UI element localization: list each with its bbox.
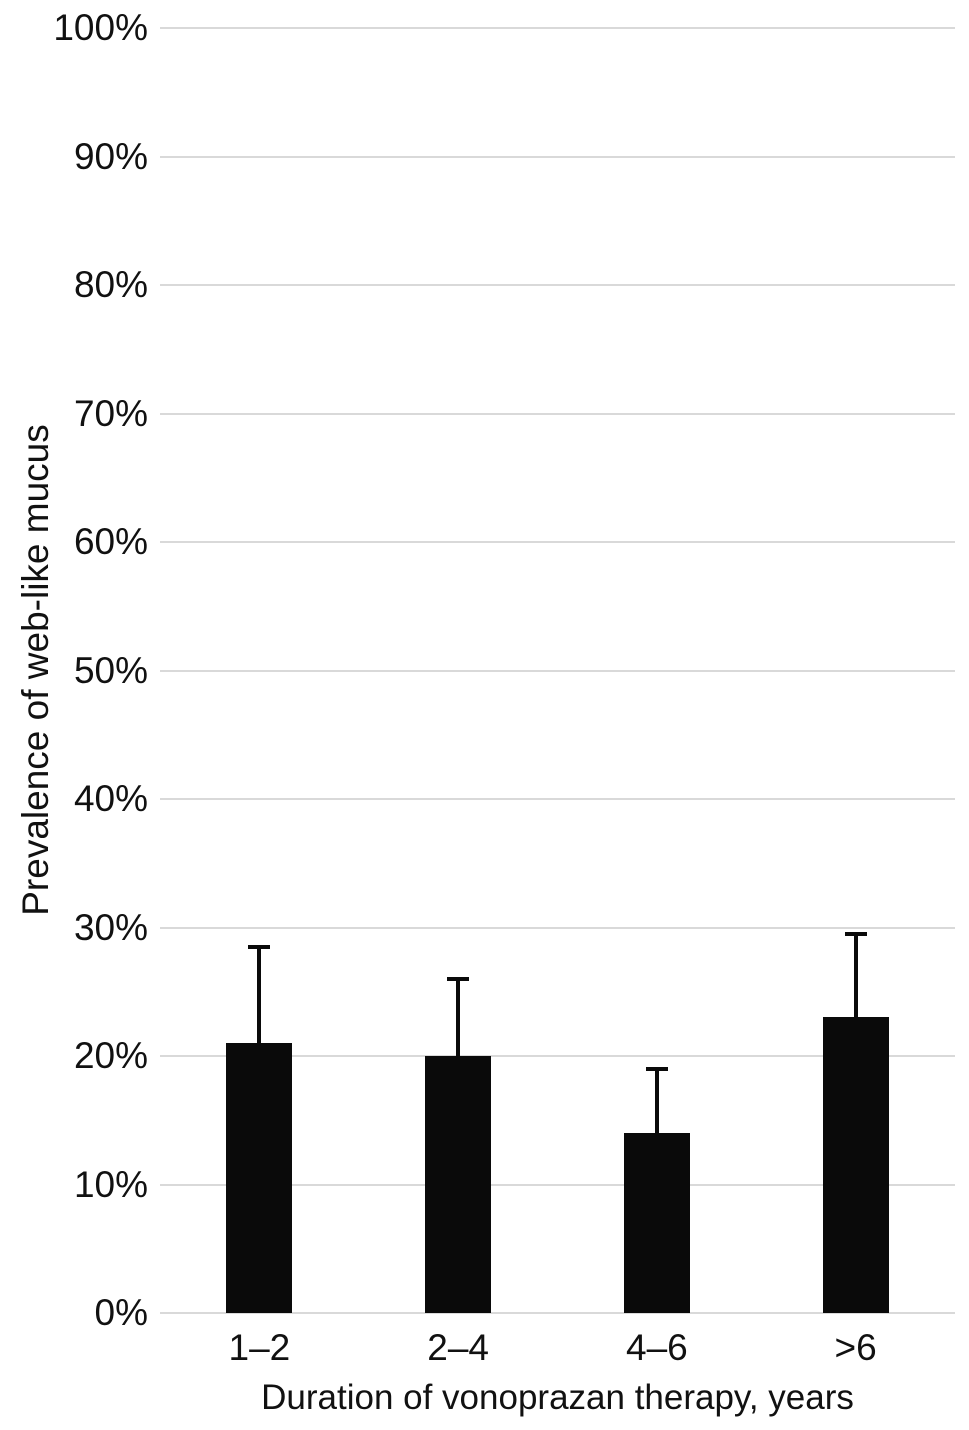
y-tick-label: 70% — [73, 392, 148, 434]
gridline — [160, 1312, 955, 1314]
x-axis-title: Duration of vonoprazan therapy, years — [261, 1378, 854, 1417]
error-bar — [257, 946, 262, 1044]
y-tick-label: 10% — [73, 1163, 148, 1205]
error-bar — [654, 1068, 659, 1134]
error-bar — [456, 978, 461, 1056]
gridline — [160, 1055, 955, 1057]
gridline — [160, 798, 955, 800]
bar — [425, 1056, 492, 1313]
error-bar-cap — [447, 976, 470, 981]
x-tick-label: >6 — [834, 1327, 877, 1368]
y-tick-label: 90% — [73, 135, 148, 177]
bar — [623, 1133, 690, 1313]
y-tick-label: 30% — [73, 906, 148, 948]
gridline — [160, 27, 955, 29]
y-tick-label: 40% — [73, 778, 148, 819]
gridline — [160, 412, 955, 415]
gridline — [160, 155, 955, 158]
y-tick-label: 0% — [94, 1292, 148, 1333]
y-tick-label: 80% — [73, 264, 148, 305]
y-tick-label: 60% — [73, 521, 148, 562]
error-bar-cap — [645, 1066, 668, 1071]
gridline — [160, 541, 955, 543]
error-bar-cap — [844, 931, 867, 936]
gridline — [160, 926, 955, 929]
x-tick-label: 4–6 — [626, 1327, 688, 1368]
y-tick-label: 20% — [73, 1035, 148, 1076]
gridline — [160, 284, 955, 286]
error-bar — [853, 933, 858, 1018]
error-bar-cap — [248, 944, 271, 949]
gridline — [160, 1183, 955, 1186]
y-tick-label: 100% — [53, 7, 148, 48]
x-tick-label: 1–2 — [228, 1327, 291, 1368]
y-tick-label: 50% — [73, 649, 148, 691]
x-tick-label: 2–4 — [427, 1327, 489, 1368]
bar — [226, 1043, 293, 1313]
gridline — [160, 669, 955, 672]
bar — [822, 1017, 889, 1313]
